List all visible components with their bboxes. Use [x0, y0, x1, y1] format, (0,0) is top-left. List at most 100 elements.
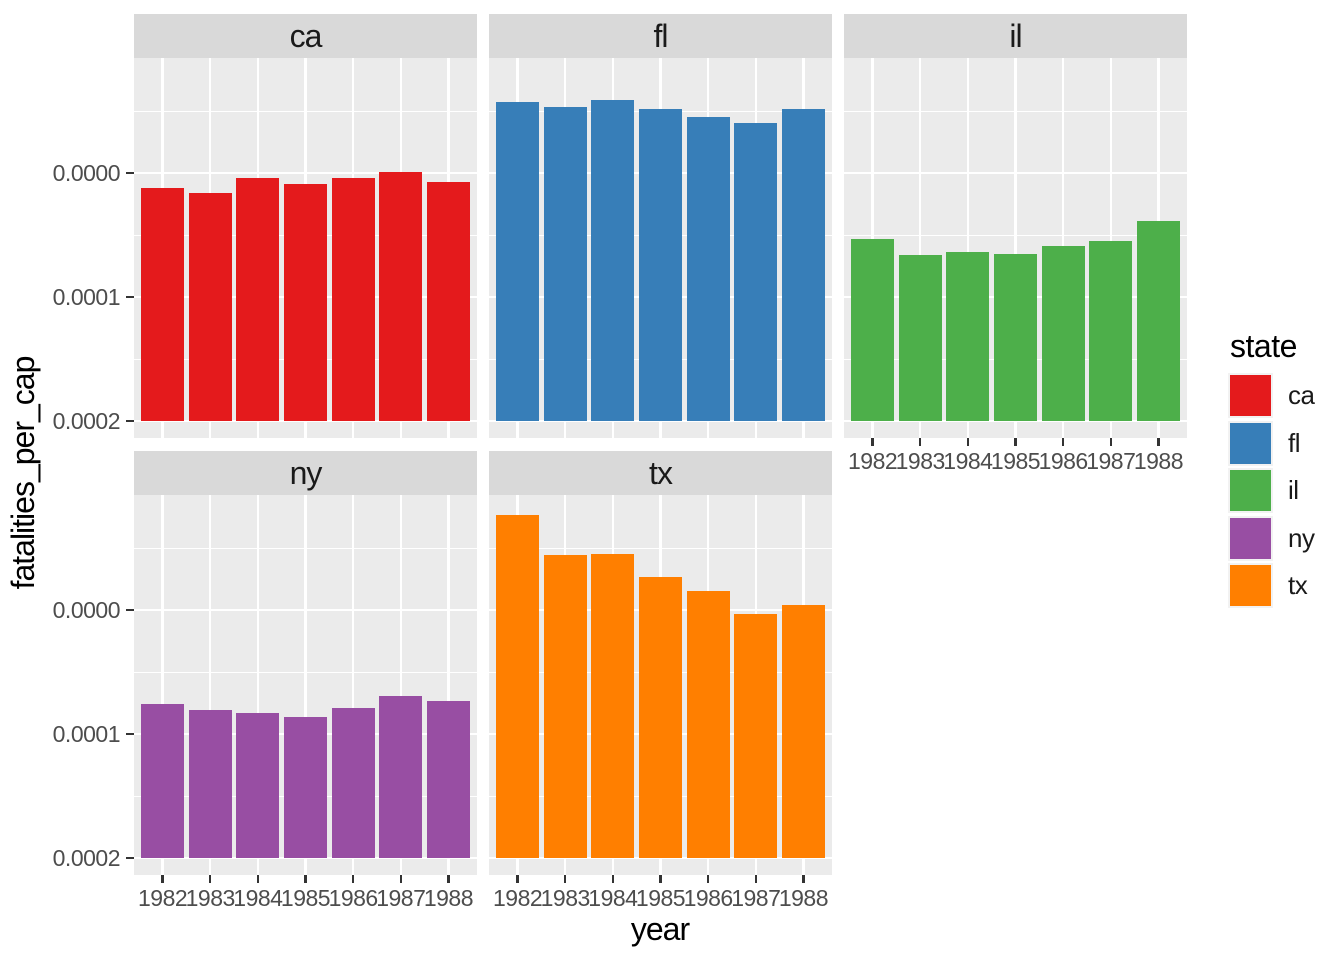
legend-label-tx: tx [1288, 570, 1308, 600]
x-tick [918, 438, 922, 446]
gridline-major [134, 171, 477, 175]
bar-il-1985 [994, 254, 1037, 421]
bar-ca-1982 [141, 188, 184, 421]
legend-label-fl: fl [1288, 427, 1301, 458]
x-tick [399, 875, 403, 883]
legend-key-ny [1228, 515, 1273, 561]
x-axis-title: year [630, 911, 690, 947]
bar-ny-1984 [236, 713, 279, 858]
x-tick [563, 875, 567, 883]
x-tick [351, 875, 355, 883]
bar-fl-1983 [544, 107, 587, 421]
bar-ca-1987 [379, 172, 422, 421]
facet-strip-tx: tx [489, 451, 832, 495]
bar-il-1982 [851, 239, 894, 421]
gridline-major [489, 419, 832, 423]
facet-panel-tx [489, 495, 832, 875]
x-tick-label: 1984 [588, 885, 638, 911]
facet-panel-ny [134, 495, 477, 875]
facet-strip-label: ny [289, 454, 323, 491]
x-tick-label: 1982 [848, 448, 898, 474]
facet-strip-ca: ca [134, 14, 477, 58]
facet-strip-ny: ny [134, 451, 477, 495]
x-tick [516, 875, 519, 883]
y-tick-label: 0.0002 [52, 845, 121, 871]
bar-tx-1987 [734, 614, 777, 858]
gridline-major [489, 856, 832, 860]
bar-ca-1983 [189, 193, 232, 421]
gridline-major [134, 419, 477, 423]
bar-tx-1982 [496, 515, 539, 858]
bar-fl-1985 [639, 109, 682, 421]
x-tick [208, 875, 212, 883]
gridline-major [134, 608, 477, 612]
x-tick-label: 1988 [423, 885, 474, 911]
x-tick-label: 1987 [731, 885, 781, 911]
legend-label-ny: ny [1288, 522, 1315, 553]
facet-panel-fl [489, 58, 832, 438]
bar-ny-1988 [427, 701, 470, 858]
bar-ca-1986 [332, 178, 375, 421]
x-tick-label: 1986 [328, 885, 379, 911]
bar-il-1987 [1089, 241, 1132, 421]
y-tick-label: 0.0000 [52, 160, 121, 186]
y-tick [126, 171, 134, 175]
gridline-minor [134, 548, 477, 550]
bar-fl-1984 [591, 100, 634, 421]
x-tick-label: 1985 [635, 885, 686, 911]
bar-ny-1985 [284, 717, 327, 858]
bar-fl-1982 [496, 102, 539, 421]
y-tick-label: 0.0001 [52, 284, 121, 310]
gridline-vertical [399, 495, 403, 875]
x-tick [1061, 438, 1065, 446]
legend-key-fl [1228, 420, 1273, 466]
x-tick-label: 1985 [990, 448, 1041, 474]
bar-il-1988 [1137, 221, 1180, 421]
bar-tx-1988 [782, 605, 825, 858]
legend-swatch-ca [1230, 375, 1271, 416]
facet-panel-ca [134, 58, 477, 438]
bar-tx-1985 [639, 577, 682, 858]
bar-ca-1984 [236, 178, 279, 421]
gridline-vertical [304, 495, 307, 875]
legend-swatch-fl [1230, 422, 1271, 464]
x-tick-label: 1983 [185, 885, 236, 911]
legend-label-il: il [1288, 475, 1299, 505]
gridline-minor [844, 235, 1187, 237]
bar-ny-1982 [141, 704, 184, 858]
y-tick-label: 0.0002 [52, 408, 121, 434]
x-tick-label: 1983 [895, 448, 946, 474]
x-tick [447, 875, 450, 883]
y-tick-label: 0.0001 [52, 721, 121, 747]
x-tick [304, 875, 307, 883]
bar-fl-1986 [687, 117, 730, 421]
legend-swatch-ny [1230, 517, 1271, 559]
facet-strip-label: il [1009, 17, 1022, 54]
y-tick [126, 732, 134, 736]
y-tick [126, 856, 134, 860]
x-tick [1109, 438, 1113, 446]
gridline-vertical [918, 58, 922, 438]
bar-il-1984 [946, 252, 989, 421]
bar-il-1986 [1042, 246, 1085, 421]
gridline-vertical [161, 495, 164, 875]
x-tick-label: 1988 [1133, 448, 1184, 474]
x-tick-label: 1984 [943, 448, 993, 474]
bar-fl-1987 [734, 123, 777, 421]
gridline-minor [489, 548, 832, 550]
x-tick [611, 875, 615, 883]
x-tick [802, 875, 805, 883]
bar-fl-1988 [782, 109, 825, 421]
legend: state ca fl il ny tx [1228, 328, 1344, 618]
legend-key-il [1228, 468, 1273, 513]
facet-panel-il [844, 58, 1187, 438]
gridline-vertical [256, 495, 260, 875]
y-tick [126, 419, 134, 423]
facet-strip-fl: fl [489, 14, 832, 58]
x-tick-label: 1988 [778, 885, 829, 911]
gridline-vertical [966, 58, 970, 438]
bar-tx-1986 [687, 591, 730, 858]
x-tick [966, 438, 970, 446]
bar-il-1983 [899, 255, 942, 421]
